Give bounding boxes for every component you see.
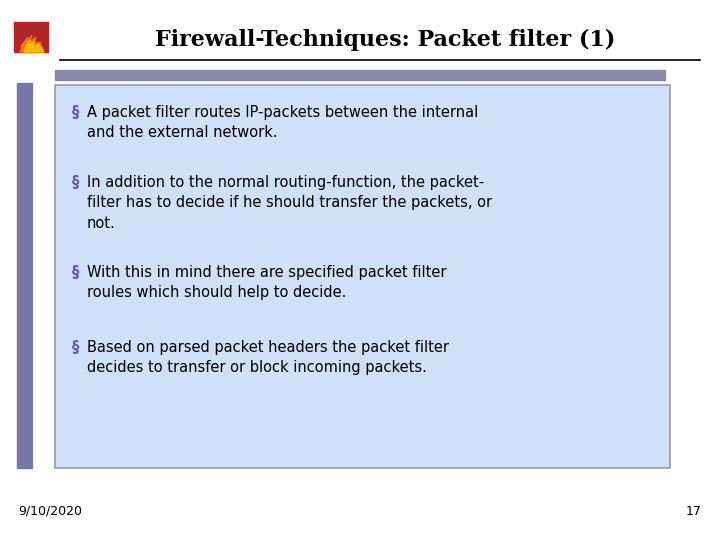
Polygon shape <box>20 35 44 52</box>
Polygon shape <box>24 40 44 52</box>
Bar <box>55 70 665 80</box>
Text: §: § <box>72 105 79 120</box>
Bar <box>14 22 48 52</box>
Text: With this in mind there are specified packet filter
roules which should help to : With this in mind there are specified pa… <box>87 265 446 300</box>
Text: In addition to the normal routing-function, the packet-
filter has to decide if : In addition to the normal routing-functi… <box>87 175 492 231</box>
Text: 17: 17 <box>686 505 702 518</box>
Text: Firewall-Techniques: Packet filter (1): Firewall-Techniques: Packet filter (1) <box>155 29 615 51</box>
Text: 9/10/2020: 9/10/2020 <box>18 505 82 518</box>
Text: §: § <box>72 265 79 280</box>
Bar <box>17 83 32 468</box>
Text: Based on parsed packet headers the packet filter
decides to transfer or block in: Based on parsed packet headers the packe… <box>87 340 449 375</box>
Text: A packet filter routes IP-packets between the internal
and the external network.: A packet filter routes IP-packets betwee… <box>87 105 478 140</box>
Text: §: § <box>72 340 79 355</box>
Text: §: § <box>72 175 79 190</box>
FancyBboxPatch shape <box>55 85 670 468</box>
